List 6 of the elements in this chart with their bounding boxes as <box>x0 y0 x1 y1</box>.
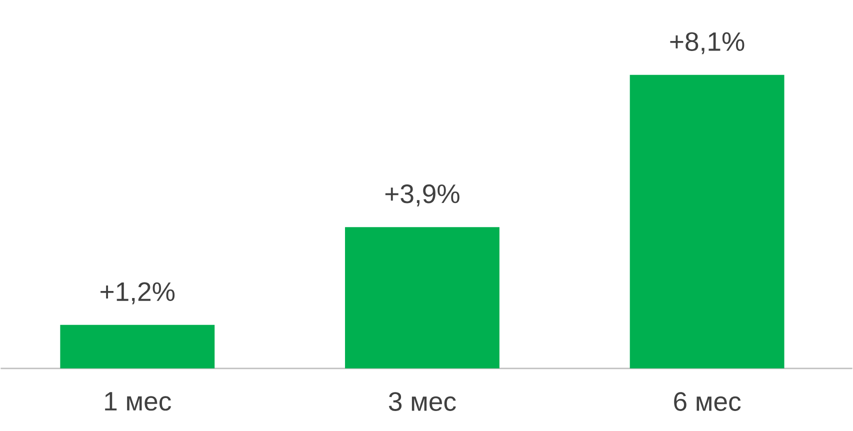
data-label: +8,1% <box>670 32 744 54</box>
x-tick-label: 1 мес <box>105 392 171 411</box>
x-tick-label: 3 мес <box>388 392 456 411</box>
data-label: +3,9% <box>385 184 460 206</box>
data-label: +1,2% <box>100 282 175 304</box>
x-tick-label: 6 мес <box>674 392 741 411</box>
